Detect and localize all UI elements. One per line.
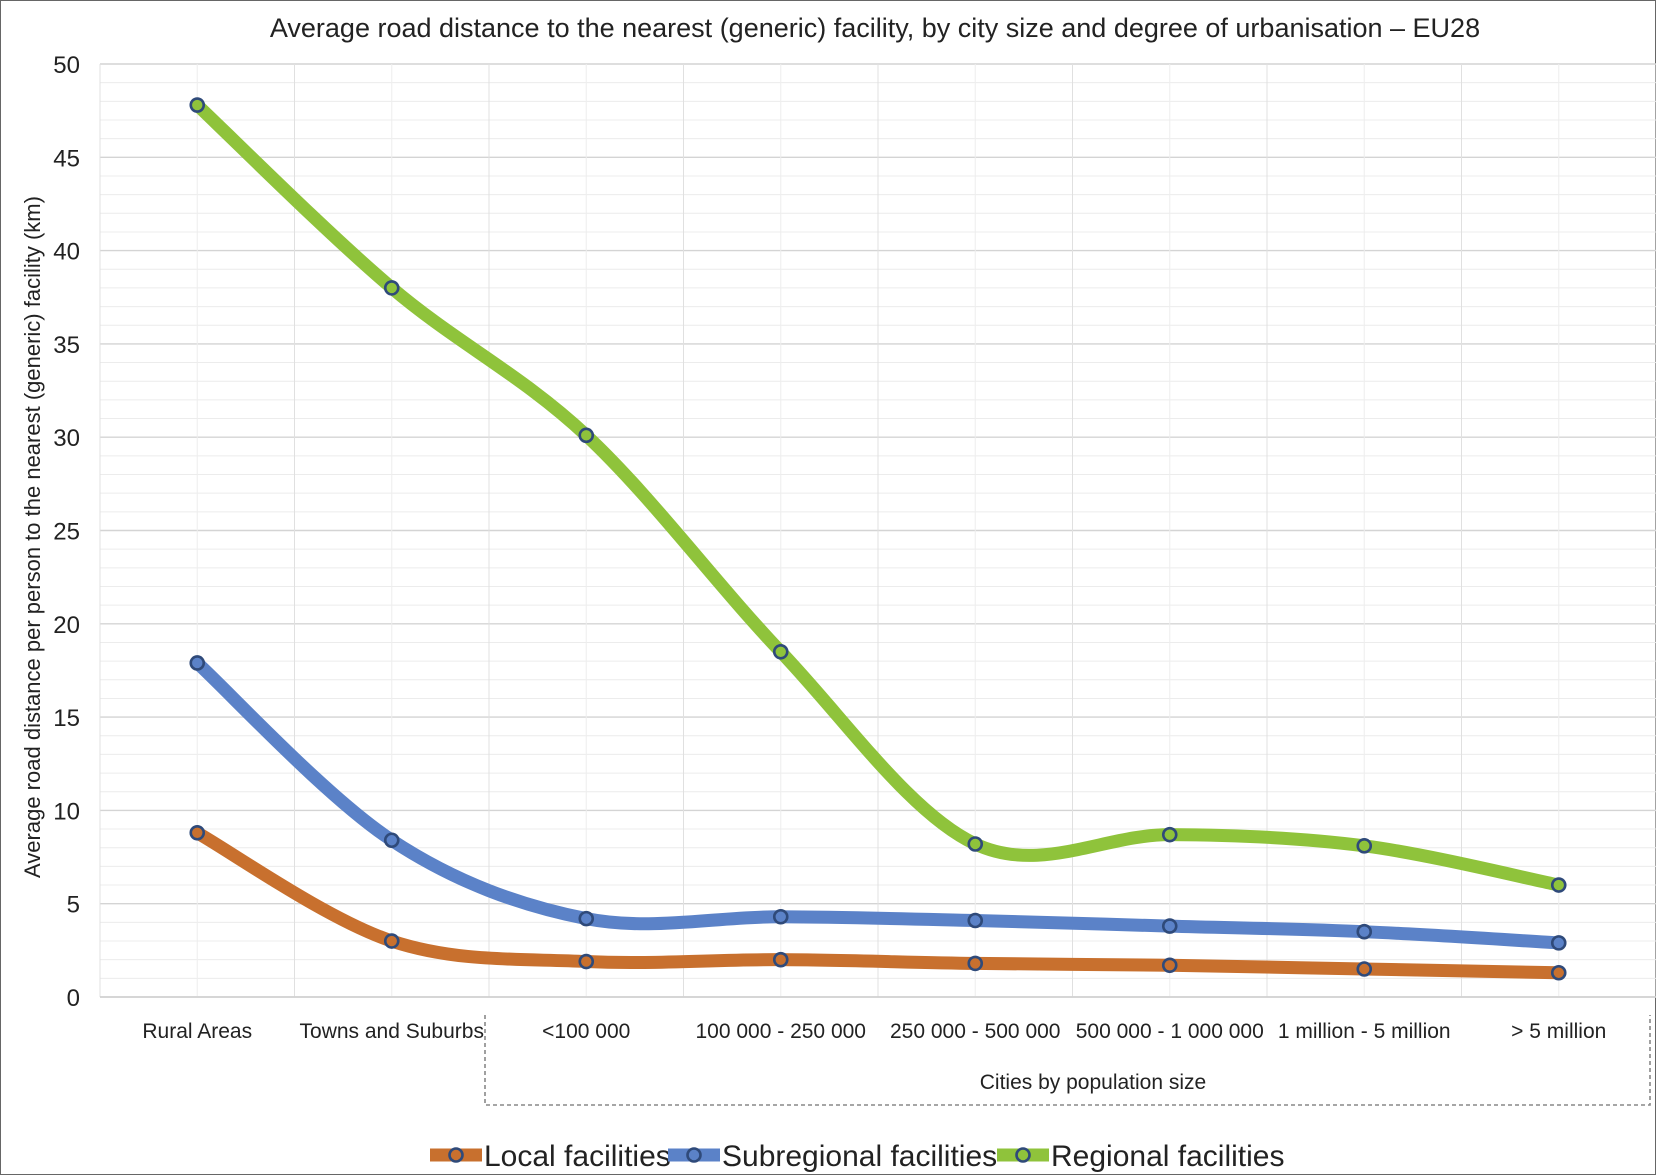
data-point — [578, 953, 595, 970]
group-label: Cities by population size — [980, 1071, 1206, 1094]
series-line — [190, 98, 1566, 892]
data-point — [967, 912, 984, 929]
data-point — [967, 836, 984, 852]
data-point — [383, 933, 400, 949]
y-tick-label: 5 — [67, 892, 80, 919]
series-layer — [189, 97, 1567, 981]
data-point — [1550, 877, 1567, 893]
data-point — [383, 280, 400, 296]
gridlines — [99, 63, 1656, 998]
data-point — [1356, 961, 1373, 977]
y-axis-ticks: 0 5 10 15 20 25 30 35 40 45 50 — [53, 52, 80, 1012]
y-tick-label: 25 — [53, 519, 80, 546]
data-point — [1356, 838, 1373, 854]
x-axis-ticks: Rural Areas Towns and Suburbs <100 000 100 … — [142, 1020, 1606, 1043]
legend-swatch-marker — [448, 1147, 464, 1163]
data-point — [578, 427, 595, 444]
legend-item: Regional facilities — [997, 1140, 1284, 1173]
series-line — [190, 826, 1566, 980]
legend-swatch-marker — [1015, 1147, 1031, 1163]
legend-swatch-marker — [686, 1147, 702, 1163]
data-point — [189, 824, 206, 841]
legend-item: Subregional facilities — [668, 1140, 997, 1173]
legend: Local facilities Subregional facilities Re… — [430, 1140, 1284, 1173]
data-point — [189, 655, 206, 671]
y-tick-label: 40 — [53, 239, 80, 266]
data-point — [772, 643, 789, 660]
x-tick-label: 250 000 - 500 000 — [890, 1020, 1060, 1043]
data-point — [1161, 918, 1178, 934]
y-tick-label: 30 — [53, 425, 80, 452]
y-tick-label: 0 — [67, 985, 80, 1012]
data-point — [1356, 923, 1373, 940]
x-tick-label: 100 000 - 250 000 — [696, 1020, 866, 1043]
x-tick-label: 500 000 - 1 000 000 — [1076, 1020, 1264, 1043]
group-bracket — [484, 1015, 1651, 1106]
x-tick-label: <100 000 — [542, 1020, 630, 1043]
chart-title: Average road distance to the nearest (ge… — [270, 13, 1480, 43]
data-point — [772, 951, 789, 968]
data-point — [189, 97, 206, 113]
x-tick-label: 1 million - 5 million — [1278, 1020, 1451, 1043]
y-tick-label: 20 — [53, 612, 80, 639]
data-point — [1550, 935, 1567, 951]
series-subregional-facilities — [189, 655, 1567, 951]
data-point — [1161, 957, 1178, 974]
data-point — [772, 908, 789, 925]
y-tick-label: 10 — [53, 798, 80, 825]
y-tick-label: 45 — [53, 145, 80, 172]
y-axis-label: Average road distance per person to the … — [20, 196, 45, 878]
data-point — [967, 955, 984, 972]
legend-label: Local facilities — [484, 1140, 671, 1173]
series-regional-facilities — [189, 97, 1567, 893]
legend-label: Subregional facilities — [722, 1140, 997, 1173]
data-point — [383, 832, 400, 849]
x-tick-label: Towns and Suburbs — [300, 1020, 484, 1043]
data-point — [1550, 964, 1567, 981]
data-point — [1161, 826, 1178, 843]
y-tick-label: 35 — [53, 332, 80, 359]
series-local-facilities — [189, 824, 1567, 981]
y-tick-label: 50 — [53, 52, 80, 79]
data-point — [578, 910, 595, 927]
x-tick-label: Rural Areas — [142, 1020, 252, 1043]
x-tick-label: > 5 million — [1511, 1020, 1606, 1043]
legend-item: Local facilities — [430, 1140, 671, 1173]
y-tick-label: 15 — [53, 705, 80, 732]
legend-label: Regional facilities — [1051, 1140, 1284, 1173]
